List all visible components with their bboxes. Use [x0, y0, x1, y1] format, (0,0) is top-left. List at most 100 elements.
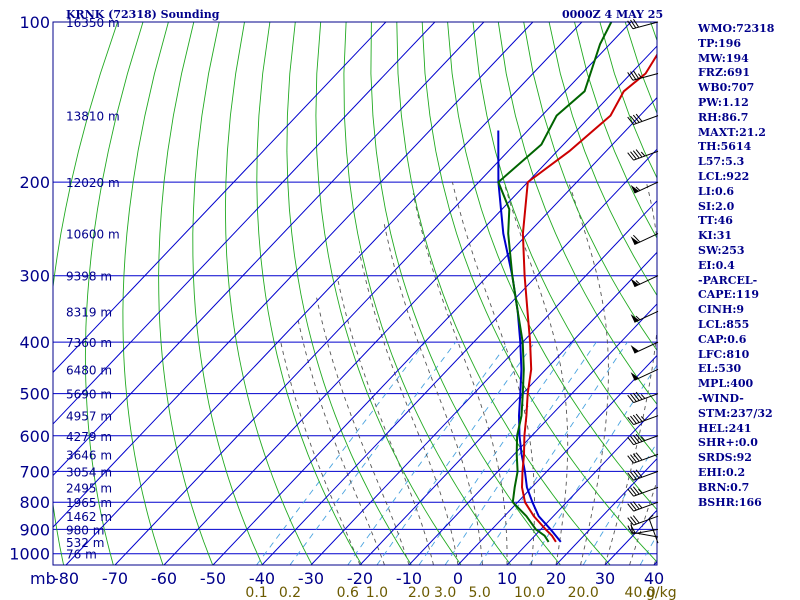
- sounding-profiles: [497, 22, 657, 543]
- barb-staff: [648, 518, 659, 544]
- isotherm--120: [53, 22, 387, 374]
- index-line: WB0:707: [698, 81, 755, 95]
- barb-half: [640, 394, 646, 399]
- index-line: -WIND-: [698, 391, 744, 405]
- mixing-ratio-label: 2.0: [408, 585, 430, 600]
- barb-full: [633, 70, 640, 79]
- barb-half: [635, 186, 641, 191]
- temperature-tick-label: 20: [546, 569, 566, 588]
- dry-adiabat: [286, 22, 412, 565]
- pressure-tick-label: 900: [19, 520, 50, 539]
- barb-full: [632, 501, 640, 510]
- barb-half: [638, 503, 643, 509]
- moist-adiabat: [383, 224, 483, 565]
- dry-adiabat: [256, 22, 363, 565]
- mixing-ratio-label: 5.0: [469, 585, 491, 600]
- mixing-ratio-line: [418, 341, 574, 565]
- barb-staff: [633, 415, 659, 426]
- isotherm--40: [261, 148, 657, 565]
- index-line: SI:2.0: [698, 199, 735, 213]
- barb-flag: [630, 278, 639, 287]
- temperature-tick-label: -30: [298, 569, 324, 588]
- barb-full: [632, 114, 640, 123]
- barb-full: [627, 152, 634, 161]
- dry-adiabat: [548, 22, 657, 297]
- barb-staff: [633, 150, 659, 161]
- moist-adiabat: [297, 317, 385, 565]
- mixing-ratio-label: 10.0: [514, 585, 545, 600]
- temperature-tick-label: -60: [151, 569, 177, 588]
- barb-half: [635, 315, 641, 321]
- isotherm--60: [163, 45, 657, 565]
- index-line: LI:0.6: [698, 184, 735, 198]
- index-line: TT:46: [698, 214, 733, 228]
- temperature-tick-label: -20: [347, 569, 373, 588]
- barb-full: [635, 452, 643, 461]
- barb-half: [640, 436, 646, 441]
- index-line: CAP:0.6: [698, 332, 747, 346]
- barb-full: [632, 414, 640, 423]
- barb-full: [627, 20, 634, 30]
- dry-adiabat: [421, 22, 657, 563]
- wind-barb: [630, 181, 659, 194]
- mixing-ratio-label: 3.0: [434, 585, 456, 600]
- height-label: 5690 m: [66, 388, 112, 402]
- mixing-ratio-line: [256, 341, 426, 565]
- index-line: LFC:810: [698, 347, 750, 361]
- index-line: -PARCEL-: [698, 273, 758, 287]
- barb-full: [632, 234, 641, 243]
- isotherm--30: [310, 200, 657, 565]
- index-line: EL:530: [698, 362, 742, 376]
- barb-full: [632, 515, 640, 524]
- height-label: 7360 m: [66, 336, 112, 350]
- isotherm--100: [53, 22, 485, 477]
- barb-staff: [633, 393, 659, 404]
- height-label: 4957 m: [66, 410, 112, 424]
- temperature-tick-label: -50: [200, 569, 226, 588]
- barb-full: [632, 486, 640, 495]
- index-line: SW:253: [698, 243, 745, 257]
- isotherm-0: [457, 354, 657, 565]
- barb-flag: [630, 184, 639, 194]
- index-line: CINH:9: [698, 303, 745, 317]
- wind-barb: [630, 310, 659, 323]
- index-line: MPL:400: [698, 377, 754, 391]
- moist-adiabat: [412, 193, 508, 565]
- isotherm--20: [359, 251, 657, 565]
- temperature-trace: [520, 53, 657, 543]
- dry-adiabat: [192, 22, 263, 565]
- moist-adiabat: [604, 181, 657, 565]
- isotherm-20: [555, 457, 657, 565]
- index-line: STM:237/32: [698, 406, 773, 420]
- wind-barb: [627, 433, 659, 446]
- barb-full: [627, 394, 634, 403]
- barb-full: [630, 516, 637, 525]
- valid-time: 0000Z 4 MAY 25: [562, 8, 664, 21]
- barb-full: [627, 517, 634, 526]
- wind-barb: [627, 413, 659, 426]
- temperature-tick-label: -70: [102, 569, 128, 588]
- barb-full: [630, 393, 637, 402]
- moist-adiabat: [316, 297, 410, 565]
- barb-full: [627, 525, 633, 535]
- barb-full: [627, 116, 634, 125]
- temperature-tick-labels: -80 -70 -60 -50 -40 -30 -20 -10 0 10 20 30 40: [53, 569, 664, 588]
- indices-panel: WMO:72318 TP:196 MW:194 FRZ:691 WB0:707 PW:1.…: [698, 22, 798, 510]
- barb-staff: [633, 515, 659, 526]
- barb-full: [635, 433, 643, 442]
- dry-adiabat: [53, 22, 119, 565]
- index-line: HEL:241: [698, 421, 752, 435]
- barb-staff: [633, 115, 659, 125]
- mixing-ratio-label: 20.0: [568, 585, 599, 600]
- index-line: MAXT:21.2: [698, 125, 766, 139]
- barb-full: [633, 18, 640, 28]
- barb-full: [632, 150, 640, 159]
- moist-adiabat: [629, 479, 657, 565]
- wind-barb: [627, 18, 659, 30]
- pressure-gridlines: [53, 21, 657, 555]
- barb-full: [630, 487, 637, 496]
- wind-barb: [627, 149, 659, 161]
- isotherm--110: [53, 22, 436, 425]
- index-line: BRN:0.7: [698, 480, 750, 494]
